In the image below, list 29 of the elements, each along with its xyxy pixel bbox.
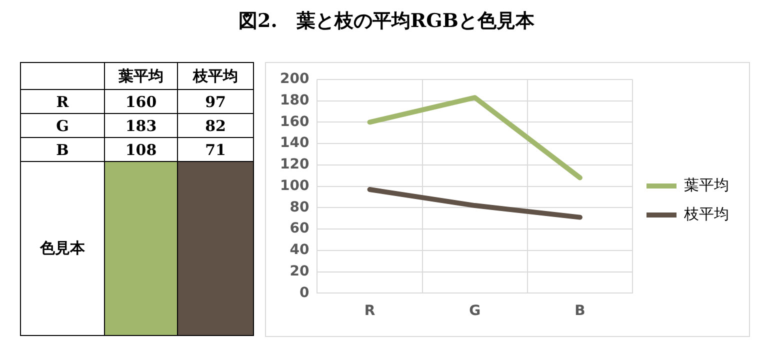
legend-label: 枝平均 — [683, 204, 729, 223]
text: 82 — [178, 114, 254, 138]
text: B — [20, 138, 104, 162]
y-tick-label: 100 — [280, 178, 310, 194]
legend-label: 葉平均 — [684, 176, 729, 194]
text: 葉平均 — [104, 62, 178, 90]
y-tick-label: 80 — [290, 199, 310, 216]
text: 108 — [104, 138, 178, 162]
x-tick-label: B — [574, 303, 586, 320]
text: 色見本 — [20, 162, 104, 336]
text: 71 — [178, 138, 254, 162]
text: 183 — [104, 114, 178, 138]
y-tick-label: 120 — [280, 156, 310, 173]
y-tick-label: 200 — [280, 71, 310, 88]
text: G — [20, 114, 104, 138]
y-tick-label: 140 — [280, 135, 310, 152]
y-tick-label: 160 — [280, 114, 310, 130]
text: 枝平均 — [178, 62, 254, 90]
text: 図2. 葉と枝の平均RGBと色見本 — [238, 9, 536, 34]
text: 97 — [178, 90, 254, 114]
x-tick-label: R — [364, 303, 376, 320]
y-tick-label: 0 — [299, 284, 310, 301]
text: 160 — [104, 90, 178, 114]
y-tick-label: 20 — [290, 263, 310, 280]
text: R — [20, 90, 104, 114]
x-tick-label: G — [469, 303, 481, 320]
y-tick-label: 60 — [290, 220, 310, 237]
y-tick-label: 180 — [280, 92, 310, 108]
y-tick-label: 40 — [290, 242, 310, 258]
